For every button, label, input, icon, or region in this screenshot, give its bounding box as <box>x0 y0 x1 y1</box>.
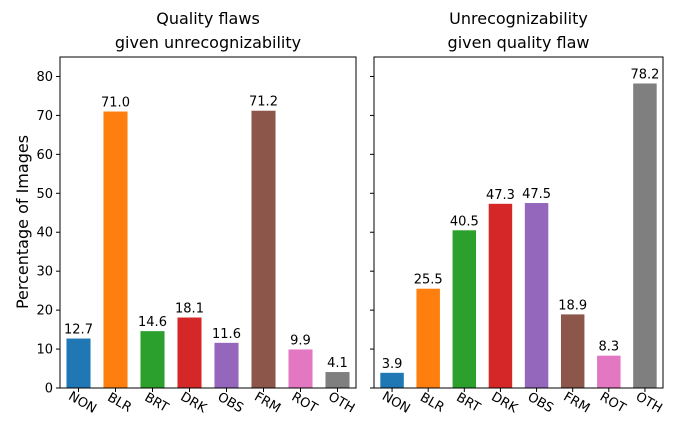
chart-title-line: Quality flaws <box>156 9 260 28</box>
bar-oth <box>325 372 350 388</box>
data-label-drk: 47.3 <box>486 188 515 203</box>
x-tick-label-non: NON <box>379 389 412 417</box>
x-tick-label-obs: OBS <box>215 390 246 417</box>
x-tick-label-brt: BRT <box>142 390 171 415</box>
data-label-obs: 11.6 <box>212 327 241 342</box>
bar-blr <box>416 288 440 388</box>
chart-title-line: given unrecognizability <box>115 33 301 52</box>
data-label-rot: 9.9 <box>290 333 311 348</box>
data-label-blr: 71.0 <box>101 96 130 111</box>
y-tick-label: 30 <box>36 265 53 280</box>
bar-blr <box>103 111 128 389</box>
y-tick-label: 0 <box>45 382 53 397</box>
data-label-blr: 25.5 <box>414 273 443 288</box>
bar-oth <box>633 83 657 388</box>
bar-obs <box>214 342 239 388</box>
y-tick-label: 10 <box>36 343 53 358</box>
y-tick-label: 50 <box>36 187 53 202</box>
x-tick-label-drk: DRK <box>488 390 520 417</box>
x-tick-label-blr: BLR <box>417 390 446 416</box>
x-tick-label-oth: OTH <box>633 389 665 416</box>
data-label-brt: 40.5 <box>450 214 479 229</box>
x-tick-label-non: NON <box>66 389 99 417</box>
data-label-frm: 71.2 <box>249 95 278 110</box>
data-label-frm: 18.9 <box>558 298 587 313</box>
data-label-obs: 47.5 <box>522 187 551 202</box>
y-axis-label: Percentage of Images <box>13 135 32 309</box>
bar-non <box>66 338 91 388</box>
data-label-oth: 78.2 <box>630 67 659 82</box>
bar-rot <box>288 349 313 388</box>
x-tick-label-obs: OBS <box>525 390 556 417</box>
chart-panel-2: Unrecognizability given quality flaw 3.9 NO… <box>370 9 665 417</box>
x-tick-label-rot: ROT <box>289 390 320 417</box>
data-label-rot: 8.3 <box>598 340 619 355</box>
y-tick-label: 20 <box>36 304 53 319</box>
bar-obs <box>524 203 549 388</box>
data-label-brt: 14.6 <box>138 315 167 330</box>
x-tick-label-brt: BRT <box>454 390 483 415</box>
y-tick-label: 80 <box>36 70 53 85</box>
plot-frame <box>373 56 664 389</box>
bar-rot <box>597 355 621 388</box>
bar-brt <box>140 331 165 388</box>
bar-non <box>380 372 404 388</box>
chart-title-line: Unrecognizability <box>449 9 588 28</box>
data-label-non: 12.7 <box>64 323 93 338</box>
x-tick-label-blr: BLR <box>105 390 134 416</box>
bar-frm <box>560 314 585 388</box>
y-tick-label: 40 <box>36 226 53 241</box>
plot-frame <box>59 56 357 389</box>
bar-brt <box>452 230 477 388</box>
x-tick-label-rot: ROT <box>597 390 628 417</box>
bar-drk <box>488 203 513 388</box>
data-label-non: 3.9 <box>382 357 403 372</box>
bar-frm <box>251 110 276 388</box>
x-tick-label-frm: FRM <box>561 390 593 417</box>
bar-drk <box>177 317 202 388</box>
y-tick-label: 60 <box>36 148 53 163</box>
x-tick-label-drk: DRK <box>178 390 210 417</box>
x-tick-label-frm: FRM <box>251 390 283 417</box>
data-label-drk: 18.1 <box>175 302 204 317</box>
chart-title-line: given quality flaw <box>448 33 590 52</box>
y-tick-label: 70 <box>36 109 53 124</box>
x-tick-label-oth: OTH <box>325 389 357 416</box>
data-label-oth: 4.1 <box>327 356 348 371</box>
chart-panel-1: Quality flaws given unrecognizability 12.7… <box>36 9 357 417</box>
